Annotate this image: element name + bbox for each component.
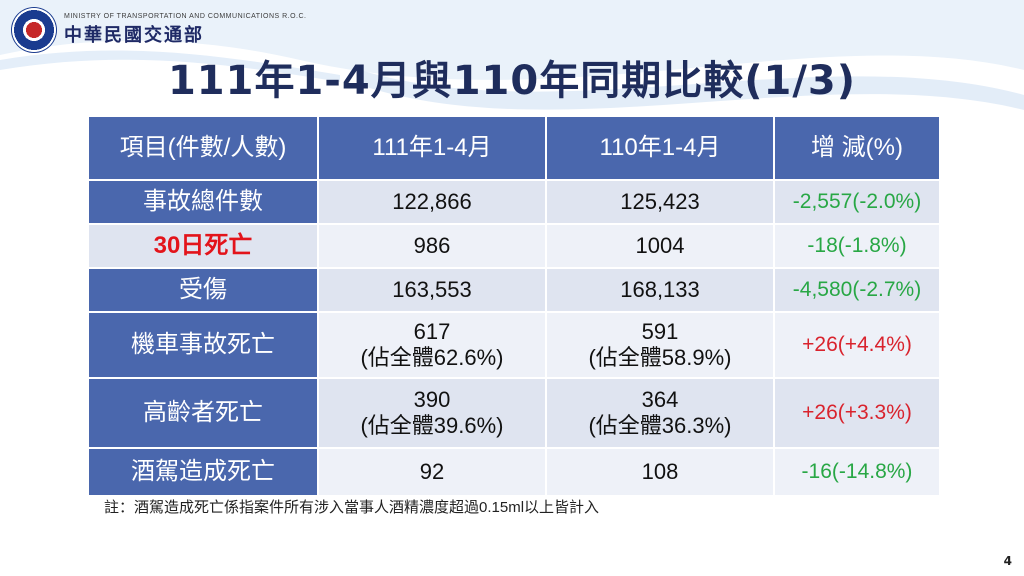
change-value: -16(-14.8%) <box>773 447 941 497</box>
header-item: 項目(件數/人數) <box>87 115 319 181</box>
table-row: 高齡者死亡 390 (佔全體39.6%) 364 (佔全體36.3%) +26(… <box>87 377 941 449</box>
page-number: 4 <box>1003 554 1012 568</box>
change-value: -4,580(-2.7%) <box>773 267 941 313</box>
value-110: 591 <box>641 318 679 344</box>
table-row: 機車事故死亡 617 (佔全體62.6%) 591 (佔全體58.9%) +26… <box>87 311 941 379</box>
header-change: 增 減(%) <box>773 115 941 181</box>
row-label: 酒駕造成死亡 <box>87 447 319 497</box>
row-label: 高齡者死亡 <box>87 377 319 449</box>
table-row: 酒駕造成死亡 92 108 -16(-14.8%) <box>87 447 941 497</box>
header-110: 110年1-4月 <box>545 115 775 181</box>
row-label: 事故總件數 <box>87 179 319 225</box>
value-110: 125,423 <box>545 179 775 225</box>
row-label: 30日死亡 <box>87 223 319 269</box>
table-row: 事故總件數 122,866 125,423 -2,557(-2.0%) <box>87 179 941 225</box>
share-110: (佔全體58.9%) <box>588 345 732 370</box>
change-value: -2,557(-2.0%) <box>773 179 941 225</box>
logo-text: MINISTRY OF TRANSPORTATION AND COMMUNICA… <box>64 13 307 47</box>
change-value: -18(-1.8%) <box>773 223 941 269</box>
value-111: 986 <box>317 223 547 269</box>
value-111-cell: 390 (佔全體39.6%) <box>317 377 547 449</box>
value-110-cell: 591 (佔全體58.9%) <box>545 311 775 379</box>
change-value: +26(+3.3%) <box>773 377 941 449</box>
value-111: 617 <box>413 318 451 344</box>
table-row: 受傷 163,553 168,133 -4,580(-2.7%) <box>87 267 941 313</box>
ministry-name-zh: 中華民國交通部 <box>64 25 204 46</box>
comparison-table: 項目(件數/人數) 111年1-4月 110年1-4月 增 減(%) 事故總件數… <box>87 115 941 497</box>
value-111: 390 <box>413 386 451 412</box>
ministry-seal-icon <box>12 8 56 52</box>
value-110: 108 <box>545 447 775 497</box>
table-row: 30日死亡 986 1004 -18(-1.8%) <box>87 223 941 269</box>
value-111-cell: 617 (佔全體62.6%) <box>317 311 547 379</box>
header-111: 111年1-4月 <box>317 115 547 181</box>
row-label: 機車事故死亡 <box>87 311 319 379</box>
ministry-name-en: MINISTRY OF TRANSPORTATION AND COMMUNICA… <box>64 13 307 20</box>
footnote: 註：酒駕造成死亡係指案件所有涉入當事人酒精濃度超過0.15ml以上皆計入 <box>104 499 600 516</box>
value-111: 163,553 <box>317 267 547 313</box>
ministry-logo: MINISTRY OF TRANSPORTATION AND COMMUNICA… <box>12 8 307 52</box>
table-header-row: 項目(件數/人數) 111年1-4月 110年1-4月 增 減(%) <box>87 115 941 181</box>
change-value: +26(+4.4%) <box>773 311 941 379</box>
value-110: 1004 <box>545 223 775 269</box>
value-110: 168,133 <box>545 267 775 313</box>
value-111: 92 <box>317 447 547 497</box>
value-110-cell: 364 (佔全體36.3%) <box>545 377 775 449</box>
share-110: (佔全體36.3%) <box>588 413 732 438</box>
share-111: (佔全體39.6%) <box>360 413 504 438</box>
share-111: (佔全體62.6%) <box>360 345 504 370</box>
slide-title: 111年1-4月與110年同期比較(1/3) <box>167 58 857 104</box>
value-111: 122,866 <box>317 179 547 225</box>
row-label: 受傷 <box>87 267 319 313</box>
value-110: 364 <box>641 386 679 412</box>
